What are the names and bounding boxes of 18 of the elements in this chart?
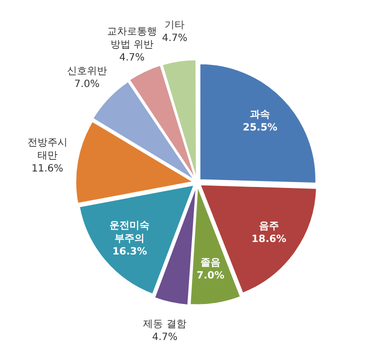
slice-label: 과속 [250, 109, 270, 120]
data-label: 4.7% [152, 332, 178, 344]
slice-label: 신호위반 [66, 66, 107, 77]
slice-label: 기타 [164, 20, 185, 32]
data-label: 18.6% [252, 234, 286, 246]
data-label: 7.0% [74, 78, 100, 90]
data-label: 7.0% [196, 270, 224, 282]
slice-label: 음주 [258, 221, 279, 232]
data-label: 11.6% [31, 163, 64, 174]
data-label: 16.3% [112, 246, 148, 258]
data-label: 25.5% [242, 122, 278, 134]
slice-label: 교차로통행 방법 위반 [106, 26, 157, 51]
slice-label: 졸음 [200, 257, 220, 268]
slice-label: 전방주시 태만 [27, 137, 68, 162]
data-label: 4.7% [162, 33, 188, 44]
slice-label: 운전미숙 부주의 [110, 220, 150, 245]
slice-label: 제동 결함 [143, 319, 186, 330]
data-label: 4.7% [119, 52, 145, 64]
